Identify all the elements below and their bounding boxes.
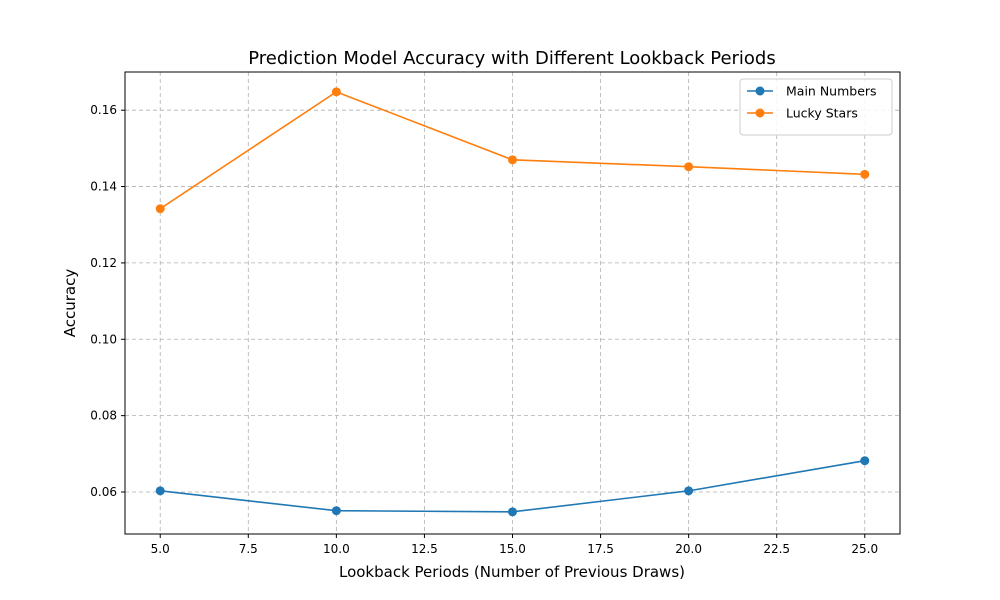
legend-box [739,78,893,136]
data-point [331,506,341,516]
data-point [155,204,165,214]
x-tick-label: 25.0 [851,542,878,556]
x-tick-label: 5.0 [151,542,170,556]
y-tick-label: 0.12 [90,256,117,270]
data-point [331,87,341,97]
legend: Main Numbers Lucky Stars [739,78,893,136]
x-tick-label: 20.0 [675,542,702,556]
y-tick-label: 0.16 [90,103,117,117]
x-tick-label: 7.5 [239,542,258,556]
legend-marker [755,108,765,118]
data-point [155,486,165,496]
data-point [508,155,517,165]
grid [125,72,900,534]
ticks: 5.0 7.5 10.0 12.5 15.0 17.5 20.0 22.5 25.0 0.06 0.… [90,103,878,556]
legend-marker [755,86,765,96]
legend-label: Lucky Stars [786,106,858,121]
x-axis-label: Lookback Periods (Number of Previous Dra… [339,563,685,581]
x-tick-label: 10.0 [323,542,350,556]
x-tick-label: 15.0 [499,542,526,556]
y-tick-label: 0.10 [90,332,117,346]
series-layer [155,87,870,517]
y-tick-label: 0.14 [90,180,117,194]
y-axis-label: Accuracy [61,269,79,338]
x-tick-label: 17.5 [587,542,614,556]
y-tick-label: 0.08 [90,409,117,423]
y-tick-label: 0.06 [90,485,117,499]
data-point [508,507,517,517]
data-point [860,456,870,466]
data-point [860,169,870,179]
legend-label: Main Numbers [786,84,877,99]
data-point [684,162,694,172]
x-tick-label: 22.5 [763,542,790,556]
x-tick-label: 12.5 [411,542,438,556]
chart-title: Prediction Model Accuracy with Different… [248,48,775,69]
data-point [684,486,694,496]
